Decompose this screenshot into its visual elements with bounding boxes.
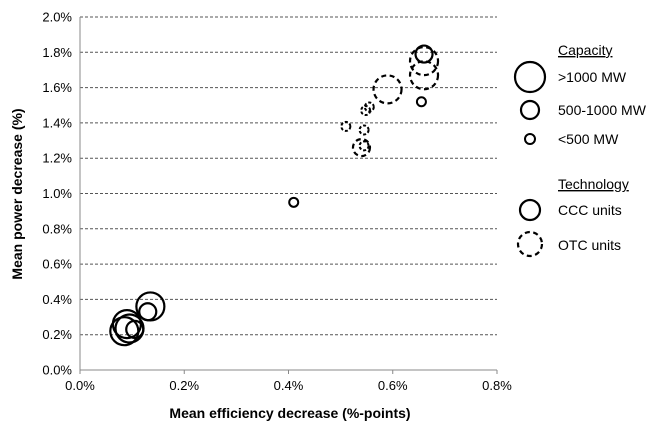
data-point-ccc bbox=[414, 44, 434, 64]
x-tick-label: 0.2% bbox=[169, 378, 199, 393]
y-tick-label: 1.2% bbox=[42, 151, 72, 166]
data-point-otc bbox=[372, 74, 403, 105]
data-point-otc bbox=[363, 101, 375, 113]
y-tick-label: 0.0% bbox=[42, 363, 72, 378]
gridlines bbox=[80, 16, 497, 336]
legend: Capacity >1000 MW 500-1000 MW <500 MW Te… bbox=[513, 42, 647, 258]
legend-ccc-label: CCC units bbox=[558, 202, 622, 218]
y-tick-label: 0.8% bbox=[42, 221, 72, 236]
data-point-otc bbox=[408, 46, 440, 77]
legend-large-circle-icon bbox=[513, 60, 547, 94]
y-tick-label: 0.2% bbox=[42, 327, 72, 342]
y-tick-label: 1.0% bbox=[42, 186, 72, 201]
y-axis-title: Mean power decrease (%) bbox=[9, 108, 25, 279]
legend-medium-circle-icon bbox=[519, 99, 541, 121]
y-tick-label: 1.6% bbox=[42, 80, 72, 95]
data-point-ccc bbox=[415, 96, 427, 108]
data-points bbox=[109, 44, 440, 347]
legend-capacity-small-label: <500 MW bbox=[558, 131, 619, 147]
data-point-otc bbox=[351, 138, 372, 158]
legend-capacity-medium-label: 500-1000 MW bbox=[558, 102, 647, 118]
x-tick-label: 0.6% bbox=[378, 378, 408, 393]
x-tick-label: 0.4% bbox=[274, 378, 304, 393]
data-point-otc bbox=[358, 140, 370, 152]
legend-technology-title: Technology bbox=[558, 176, 629, 192]
legend-capacity-title: Capacity bbox=[558, 42, 612, 58]
y-tick-label: 2.0% bbox=[42, 10, 72, 25]
legend-capacity-large-label: >1000 MW bbox=[558, 69, 627, 85]
y-tick-label: 1.4% bbox=[42, 115, 72, 130]
y-tick-label: 0.4% bbox=[42, 292, 72, 307]
data-point-otc bbox=[408, 60, 440, 91]
legend-otc-label: OTC units bbox=[558, 237, 621, 253]
data-point-otc bbox=[340, 120, 352, 132]
legend-dashed-circle-icon bbox=[516, 230, 544, 258]
x-axis-title: Mean efficiency decrease (%-points) bbox=[169, 405, 410, 421]
y-tick-label: 0.6% bbox=[42, 257, 72, 272]
y-tick-labels: 0.0% 0.2% 0.4% 0.6% 0.8% 1.0% 1.2% 1.4% 1.6% 1.8%… bbox=[42, 10, 72, 378]
x-tick-label: 0.8% bbox=[482, 378, 512, 393]
data-point-ccc bbox=[135, 291, 166, 322]
data-point-otc bbox=[358, 124, 370, 136]
legend-solid-circle-icon bbox=[518, 198, 542, 222]
y-tick-label: 1.8% bbox=[42, 45, 72, 60]
x-tick-labels: 0.0% 0.2% 0.4% 0.6% 0.8% bbox=[65, 370, 512, 393]
data-point-ccc bbox=[288, 196, 300, 208]
x-tick-label: 0.0% bbox=[65, 378, 95, 393]
data-point-ccc bbox=[125, 319, 145, 340]
legend-small-circle-icon bbox=[524, 133, 536, 145]
